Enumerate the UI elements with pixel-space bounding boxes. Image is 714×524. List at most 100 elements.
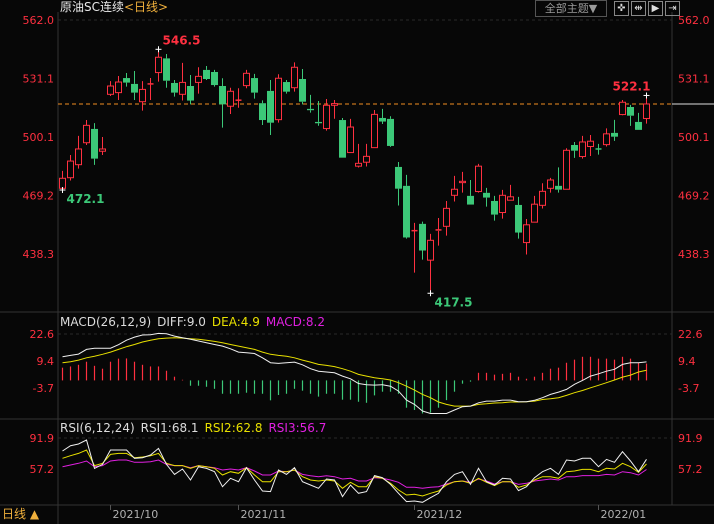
candle-up bbox=[75, 148, 82, 166]
candle-up bbox=[227, 90, 234, 107]
candle-up bbox=[539, 190, 546, 206]
crosshair-icon[interactable]: ✜ bbox=[614, 1, 629, 16]
candle-down bbox=[515, 204, 522, 233]
candle-down bbox=[315, 121, 322, 124]
candle-down bbox=[339, 120, 346, 158]
price-annotation: 522.1 bbox=[613, 79, 651, 93]
candle-up bbox=[363, 155, 370, 163]
candle-down bbox=[307, 108, 314, 111]
candle-up bbox=[587, 140, 594, 148]
y-tick-label-right: 500.1 bbox=[678, 131, 710, 144]
chart-title: 原油SC连续<日线> bbox=[60, 0, 168, 14]
candle-down bbox=[387, 118, 394, 146]
candle-up bbox=[643, 103, 650, 120]
candle-up bbox=[531, 203, 538, 223]
y-tick-label-left: 531.1 bbox=[23, 72, 55, 85]
y-tick-label-right: 91.9 bbox=[678, 432, 703, 445]
y-tick-label-left: 91.9 bbox=[30, 432, 55, 445]
candle-down bbox=[467, 195, 474, 205]
triangle-up-icon: ▲ bbox=[29, 507, 40, 521]
candle-up bbox=[355, 162, 362, 167]
candle-up bbox=[451, 188, 458, 196]
candle-up bbox=[547, 179, 554, 189]
candle-down bbox=[299, 79, 306, 102]
y-tick-label-left: 500.1 bbox=[23, 131, 55, 144]
y-tick-label-left: 9.4 bbox=[37, 355, 55, 368]
candle-up bbox=[195, 75, 202, 83]
candle-down bbox=[123, 78, 130, 83]
candle-down bbox=[131, 83, 138, 93]
candle-down bbox=[251, 78, 258, 93]
candle-up bbox=[459, 180, 466, 184]
period-label[interactable]: <日线> bbox=[124, 0, 169, 14]
candle-up bbox=[523, 224, 530, 244]
candle-down bbox=[379, 117, 386, 122]
candle-up bbox=[115, 81, 122, 94]
rsi3-value: RSI3:56.7 bbox=[268, 421, 327, 435]
candle-down bbox=[211, 72, 218, 86]
candle-up bbox=[443, 207, 450, 227]
candle-up bbox=[155, 56, 162, 74]
candle-down bbox=[187, 85, 194, 101]
candle-down bbox=[91, 128, 98, 159]
rsi2-value: RSI2:62.8 bbox=[204, 421, 263, 435]
y-tick-label-left: 57.2 bbox=[30, 463, 55, 476]
rsi1-line bbox=[62, 439, 647, 503]
theme-select-button[interactable]: 全部主题▼ bbox=[535, 0, 607, 17]
y-tick-label-left: 22.6 bbox=[30, 328, 55, 341]
price-annotation: 472.1 bbox=[67, 192, 105, 206]
macd-hist-value: MACD:8.2 bbox=[265, 315, 325, 329]
candle-up bbox=[67, 160, 74, 179]
candle-down bbox=[395, 166, 402, 189]
price-annotation: 417.5 bbox=[435, 295, 473, 309]
candle-up bbox=[371, 113, 378, 149]
y-tick-label-right: 562.0 bbox=[678, 14, 710, 27]
play-step-icon[interactable]: ▶ bbox=[648, 1, 663, 16]
candle-up bbox=[59, 177, 66, 189]
x-tick-label: 2021/10 bbox=[113, 508, 159, 521]
candle-up bbox=[603, 133, 610, 146]
candle-down bbox=[571, 145, 578, 151]
y-tick-label-right: 57.2 bbox=[678, 463, 703, 476]
rsi3-line bbox=[62, 459, 647, 489]
candle-down bbox=[403, 185, 410, 238]
y-tick-label-right: -3.7 bbox=[678, 382, 699, 395]
x-tick-label: 2022/01 bbox=[601, 508, 647, 521]
candle-up bbox=[475, 165, 482, 193]
diff-line bbox=[62, 332, 647, 414]
y-tick-label-right: 469.2 bbox=[678, 189, 710, 202]
rsi-legend: RSI(6,12,24) RSI1:68.1 RSI2:62.8 RSI3:56.7 bbox=[60, 421, 332, 435]
candle-down bbox=[283, 82, 290, 92]
y-tick-label-right: 22.6 bbox=[678, 328, 703, 341]
macd-legend: MACD(26,12,9) DIFF:9.0 DEA:4.9 MACD:8.2 bbox=[60, 315, 331, 329]
x-tick-label: 2021/11 bbox=[241, 508, 287, 521]
fit-range-icon[interactable]: ⇹ bbox=[631, 1, 646, 16]
candle-down bbox=[555, 185, 562, 190]
candle-down bbox=[635, 121, 642, 130]
rsi1-value: RSI1:68.1 bbox=[140, 421, 199, 435]
candle-up bbox=[499, 194, 506, 214]
period-switch-label: 日线 bbox=[2, 507, 27, 521]
jump-end-icon[interactable]: ⇥ bbox=[665, 1, 680, 16]
y-tick-label-right: 438.3 bbox=[678, 248, 710, 261]
macd-dea-value: DEA:4.9 bbox=[211, 315, 260, 329]
candle-up bbox=[323, 104, 330, 130]
candle-up bbox=[563, 149, 570, 190]
candle-up bbox=[107, 85, 114, 95]
candle-down bbox=[219, 85, 226, 105]
candle-down bbox=[491, 200, 498, 215]
rsi2-line bbox=[62, 449, 647, 497]
price-annotation: 546.5 bbox=[163, 33, 201, 47]
candle-up bbox=[99, 148, 106, 152]
candle-up bbox=[507, 196, 514, 201]
x-tick-label: 2021/12 bbox=[417, 508, 463, 521]
candle-down bbox=[611, 132, 618, 137]
candle-up bbox=[83, 124, 90, 144]
dea-line bbox=[62, 337, 647, 407]
macd-diff-value: DIFF:9.0 bbox=[157, 315, 206, 329]
period-switch[interactable]: 日线 ▲ bbox=[2, 506, 39, 522]
y-tick-label-left: -3.7 bbox=[33, 382, 54, 395]
macd-params: MACD(26,12,9) bbox=[60, 315, 152, 329]
candle-up bbox=[243, 72, 250, 87]
